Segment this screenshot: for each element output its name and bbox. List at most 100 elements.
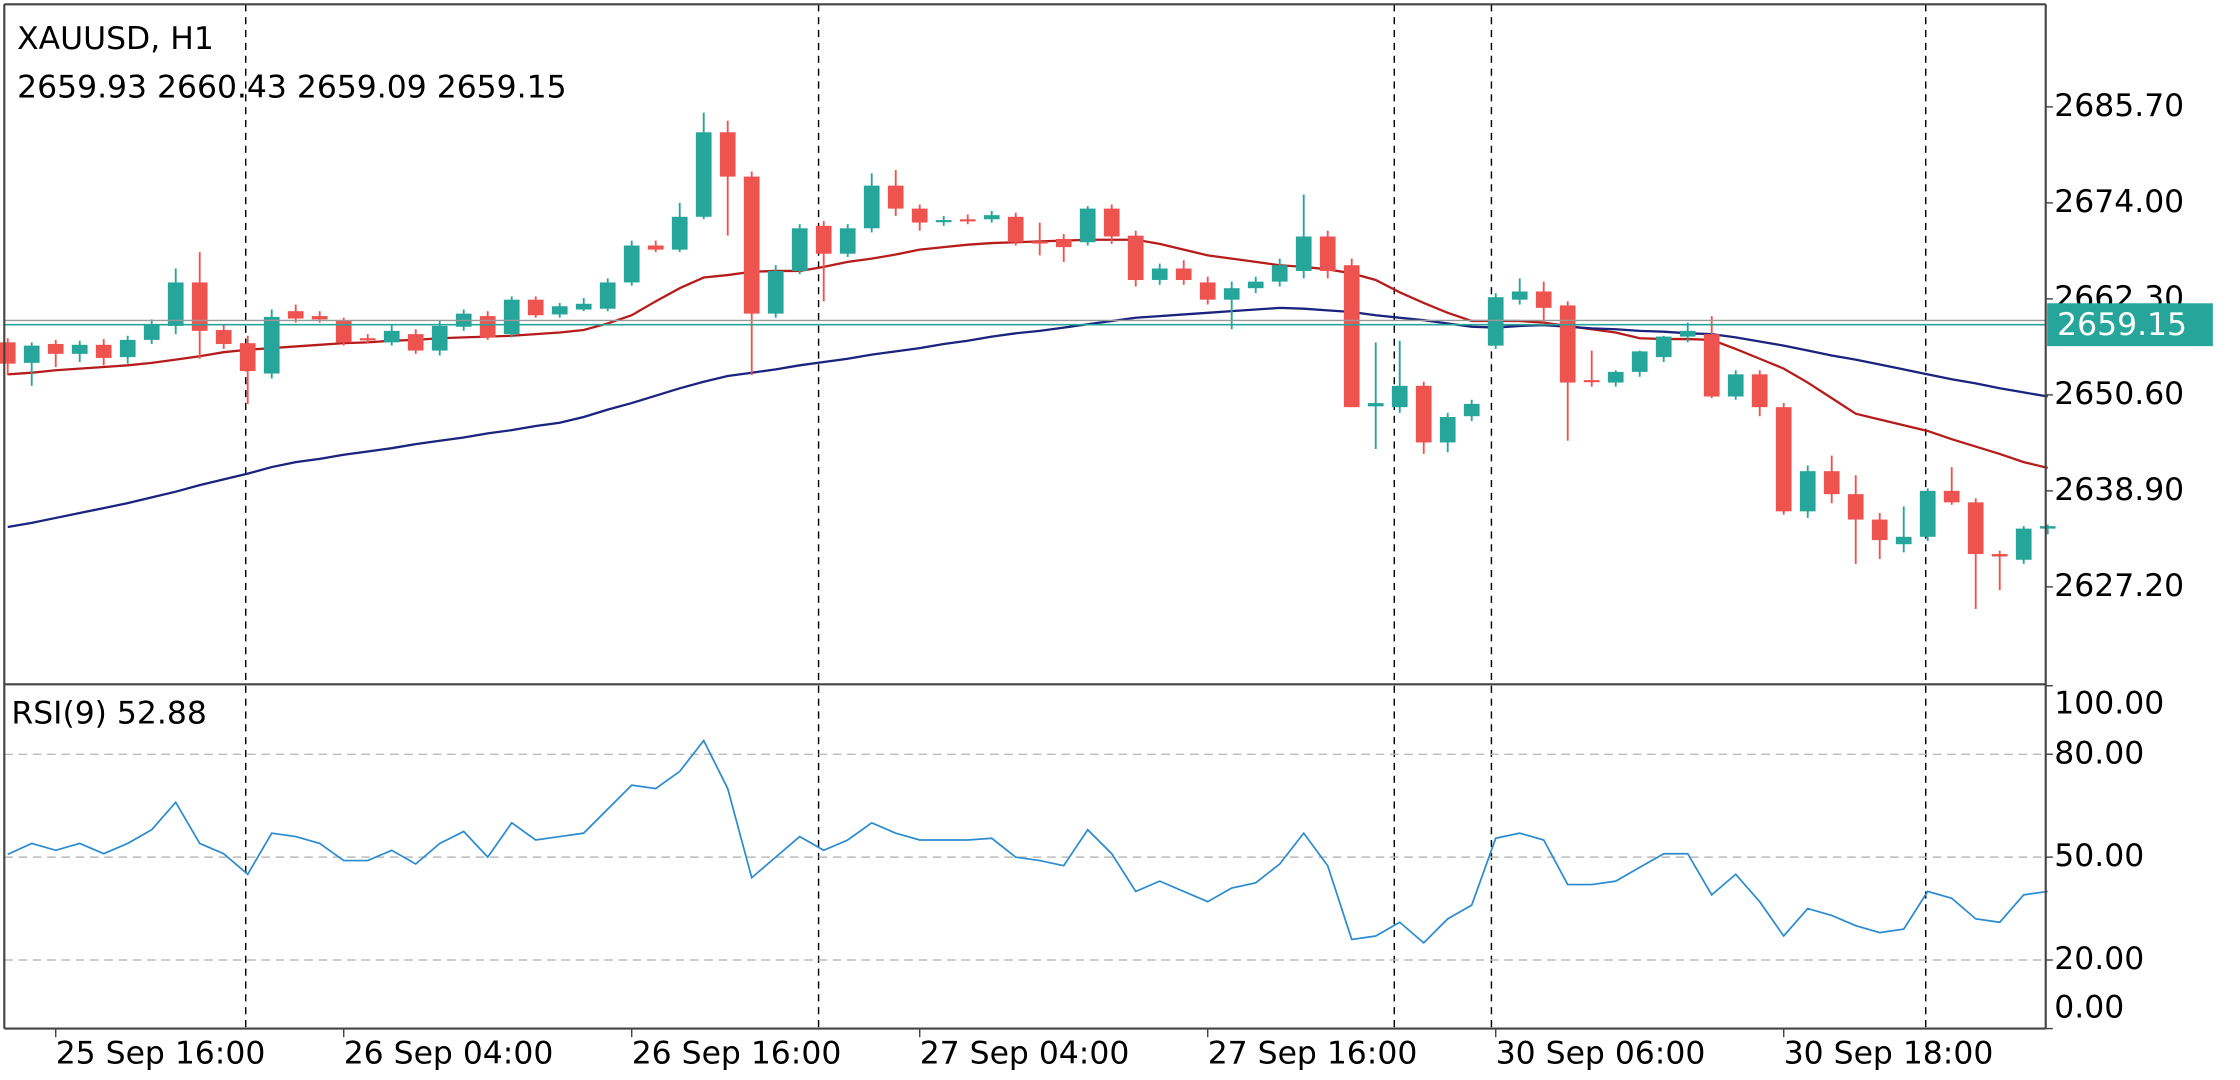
candle-body — [767, 270, 784, 314]
candle-body — [2039, 526, 2056, 529]
candle-body — [47, 343, 64, 354]
x-tick-label: 26 Sep 04:00 — [344, 1035, 554, 1071]
candle-body — [983, 215, 1000, 220]
candle-body — [1607, 371, 1624, 383]
candle-body — [1583, 380, 1600, 383]
candle-body — [1007, 216, 1024, 243]
candle-body — [1247, 281, 1264, 289]
candle-body — [1799, 471, 1816, 512]
current-price-box — [2047, 303, 2213, 347]
x-tick-label: 27 Sep 04:00 — [920, 1035, 1130, 1071]
candle-body — [407, 334, 424, 351]
candle-body — [1967, 502, 1984, 555]
y-tick-label: 50.00 — [2054, 838, 2144, 874]
candle-body — [1175, 268, 1192, 280]
y-tick-label: 2685.70 — [2054, 88, 2184, 124]
candle-body — [743, 176, 760, 314]
candle-body — [0, 342, 16, 364]
y-tick-label: 2674.00 — [2054, 184, 2184, 220]
candle-body — [1487, 297, 1504, 346]
moving-average — [7, 306, 2048, 529]
candle-body — [1415, 385, 1432, 443]
candle-body — [1223, 288, 1240, 300]
candle-body — [1703, 334, 1720, 397]
rsi-line — [7, 738, 2048, 945]
candle-body — [887, 185, 904, 209]
candle-body — [1103, 208, 1120, 237]
x-tick-label: 25 Sep 16:00 — [56, 1035, 266, 1071]
plot-layer: 2627.202638.902650.602662.302674.002685.… — [0, 88, 2213, 1071]
candle-body — [1151, 268, 1168, 280]
current-price-label: 2659.15 — [2057, 307, 2187, 343]
candle-body — [1823, 471, 1840, 495]
candle-body — [623, 245, 640, 283]
candle-body — [263, 316, 280, 374]
candle-body — [551, 306, 568, 315]
candle-body — [911, 208, 928, 223]
candle-body — [959, 219, 976, 222]
frame — [3, 3, 2047, 1030]
y-tick-label: 80.00 — [2054, 735, 2144, 771]
candle-body — [1055, 238, 1072, 248]
candle-body — [335, 320, 352, 343]
candle-body — [503, 299, 520, 335]
candle-body — [1919, 490, 1936, 537]
candle-body — [719, 132, 736, 177]
candle-body — [1775, 407, 1792, 512]
ohlc-readout: 2659.93 2660.43 2659.09 2659.15 — [17, 70, 566, 106]
candle-body — [479, 316, 496, 338]
candle-body — [1535, 291, 1552, 308]
y-tick-label: 20.00 — [2054, 941, 2144, 977]
candle-body — [599, 282, 616, 309]
candle-body — [2015, 528, 2032, 560]
candle-body — [311, 316, 328, 320]
candle-body — [359, 338, 376, 341]
candle-body — [1631, 351, 1648, 372]
candle-body — [167, 282, 184, 326]
candle-body — [1751, 374, 1768, 408]
candle-body — [671, 216, 688, 250]
candle-body — [1655, 336, 1672, 358]
y-tick-label: 0.00 — [2054, 990, 2124, 1026]
y-tick-label: 2638.90 — [2054, 472, 2184, 508]
candle-body — [1079, 208, 1096, 243]
candle-body — [1559, 305, 1576, 383]
candle-body — [1391, 385, 1408, 408]
candle-body — [1511, 291, 1528, 300]
candle-body — [1199, 282, 1216, 300]
candle-body — [1727, 374, 1744, 397]
candle-body — [1943, 490, 1960, 503]
candle-body — [1895, 536, 1912, 545]
x-tick-label: 30 Sep 06:00 — [1496, 1035, 1706, 1071]
candle-body — [1127, 235, 1144, 280]
candle-body — [431, 325, 448, 351]
candle-body — [191, 282, 208, 331]
candle-body — [23, 345, 40, 363]
candle-body — [71, 344, 88, 354]
candle-body — [695, 132, 712, 217]
candle-body — [1439, 417, 1456, 443]
y-tick-label: 2650.60 — [2054, 376, 2184, 412]
candle-body — [815, 225, 832, 254]
x-tick-label: 27 Sep 16:00 — [1208, 1035, 1418, 1071]
candle-body — [1031, 241, 1048, 244]
candle-body — [863, 185, 880, 229]
chart-title: XAUUSD, H1 — [17, 21, 214, 57]
candle-body — [119, 339, 136, 358]
candle-body — [1319, 236, 1336, 271]
candle-body — [95, 344, 112, 358]
candle-body — [935, 220, 952, 223]
candle-body — [1847, 494, 1864, 520]
candle-body — [1871, 519, 1888, 541]
candle-body — [239, 343, 256, 372]
candle-body — [1343, 265, 1360, 408]
x-tick-label: 26 Sep 16:00 — [632, 1035, 842, 1071]
candle-body — [1295, 236, 1312, 271]
y-tick-label: 2627.20 — [2054, 568, 2184, 604]
candle-body — [527, 299, 544, 316]
candle-body — [1463, 403, 1480, 417]
candle-body — [383, 330, 400, 343]
